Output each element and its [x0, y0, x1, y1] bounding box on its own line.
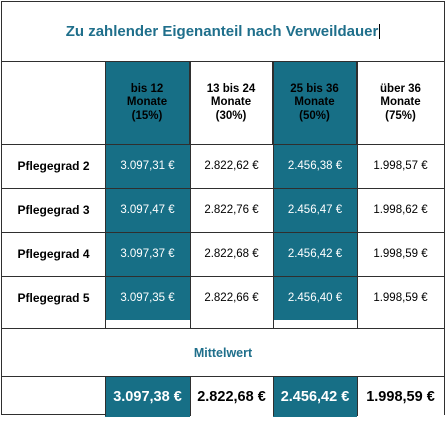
column-header-line: bis 12 — [130, 83, 164, 96]
column-header-line: (75%) — [385, 109, 416, 122]
grid-line — [357, 62, 358, 328]
eigenanteil-table: Zu zahlender Eigenanteil nach Verweildau… — [1, 1, 445, 417]
cell-value: 2.822,76 € — [190, 188, 273, 232]
cell-value: 3.097,37 € — [105, 232, 190, 276]
grid-line — [105, 62, 106, 328]
grid-line — [2, 188, 444, 189]
row-label-pflegegrad-4: Pflegegrad 4 — [17, 247, 90, 261]
row-label-pflegegrad-5: Pflegegrad 5 — [17, 291, 90, 305]
cell-value: 1.998,59 € — [357, 232, 444, 276]
column-header-bis-12: bis 12 Monate (15%) — [105, 62, 190, 144]
mittelwert-value: 3.097,38 € — [105, 377, 190, 417]
column-header-line: Monate — [294, 96, 335, 109]
cell-value: 2.822,62 € — [190, 144, 273, 188]
column-header-line: Monate — [126, 96, 168, 109]
grid-line — [357, 377, 358, 416]
column-header-line: (30%) — [215, 109, 247, 122]
row-label-pflegegrad-2: Pflegegrad 2 — [17, 159, 90, 173]
mittelwert-row: Mittelwert — [2, 329, 444, 377]
cell-value: 3.097,47 € — [105, 188, 190, 232]
cell-value: 2.822,66 € — [190, 276, 273, 320]
table-title: Zu zahlender Eigenanteil nach Verweildau… — [65, 23, 379, 40]
column-header-line: Monate — [210, 96, 252, 109]
column-header-25-bis-36: 25 bis 36 Monate (50%) — [273, 62, 357, 144]
cell-value: 2.456,47 € — [273, 188, 357, 232]
grid-line — [2, 144, 444, 145]
column-header-ueber-36: über 36 Monate (75%) — [357, 62, 444, 144]
cell-value: 1.998,57 € — [357, 144, 444, 188]
column-header-line: 25 bis 36 — [290, 83, 339, 96]
grid-line — [2, 276, 444, 277]
cell-value: 2.456,40 € — [273, 276, 357, 320]
column-header-line: (50%) — [299, 109, 330, 122]
column-header-line: (15%) — [131, 109, 163, 122]
mittelwert-label: Mittelwert — [193, 346, 253, 360]
cell-value: 2.822,68 € — [190, 232, 273, 276]
row-label-pflegegrad-3: Pflegegrad 3 — [17, 203, 90, 217]
column-header-line: Monate — [380, 96, 421, 109]
grid-line — [190, 62, 191, 328]
grid-line — [2, 232, 444, 233]
cell-value: 3.097,31 € — [105, 144, 190, 188]
cell-value: 2.456,42 € — [273, 232, 357, 276]
grid-line — [105, 377, 106, 416]
column-header-13-bis-24: 13 bis 24 Monate (30%) — [190, 62, 273, 144]
grid-line — [273, 62, 274, 328]
grid-line — [190, 377, 191, 416]
mittelwert-value: 1.998,59 € — [357, 377, 444, 417]
mittelwert-value: 2.456,42 € — [273, 377, 357, 417]
mittelwert-value: 2.822,68 € — [190, 377, 273, 417]
cell-value: 2.456,38 € — [273, 144, 357, 188]
cell-value: 3.097,35 € — [105, 276, 190, 320]
column-header-line: 13 bis 24 — [206, 83, 256, 96]
cell-value: 1.998,62 € — [357, 188, 444, 232]
title-row: Zu zahlender Eigenanteil nach Verweildau… — [2, 2, 444, 62]
grid-line — [273, 377, 274, 416]
grid-line — [2, 376, 444, 377]
cell-value: 1.998,59 € — [357, 276, 444, 320]
grid-line — [2, 328, 444, 329]
text-cursor — [379, 24, 381, 39]
column-header-line: über 36 — [380, 83, 421, 96]
